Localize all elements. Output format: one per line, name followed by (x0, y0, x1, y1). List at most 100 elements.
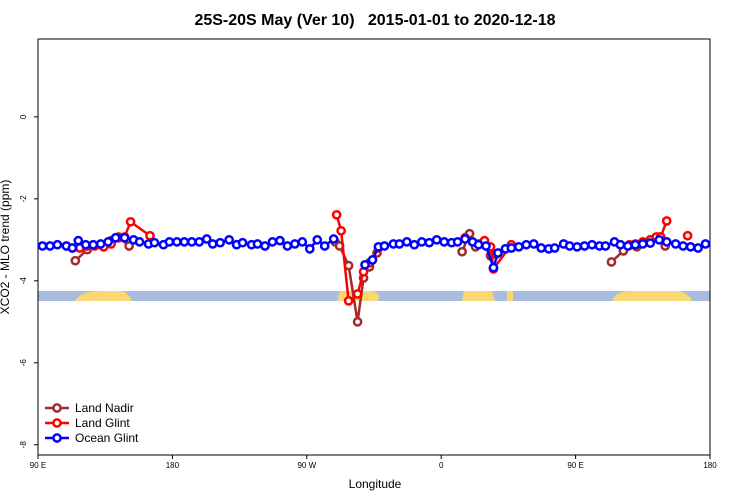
data-point (493, 248, 503, 258)
chart-title: 25S-20S May (Ver 10) 2015-01-01 to 2020-… (194, 12, 555, 29)
data-point (145, 230, 155, 241)
data-point (685, 241, 696, 252)
data-point (661, 237, 672, 247)
data-point (149, 237, 160, 248)
data-point (110, 232, 121, 243)
data-point (645, 238, 656, 248)
land-patch (507, 291, 513, 301)
data-point (275, 235, 285, 246)
data-point (600, 241, 611, 251)
data-point (521, 239, 532, 250)
land-patch (462, 291, 495, 301)
data-point (282, 241, 293, 251)
data-point (352, 289, 363, 299)
data-point (367, 255, 378, 265)
data-point (623, 241, 633, 251)
legend-label: Land Nadir (75, 401, 134, 415)
data-point (45, 241, 55, 251)
data-point (290, 239, 300, 249)
data-point (587, 239, 597, 250)
data-point (549, 243, 560, 253)
data-point (416, 237, 427, 247)
data-point (343, 296, 354, 306)
series-line (80, 215, 688, 301)
data-point (637, 239, 648, 249)
data-point (606, 257, 617, 267)
data-point (678, 241, 688, 251)
legend-label: Land Glint (75, 416, 130, 430)
data-point (224, 234, 234, 245)
land-patch (612, 291, 692, 301)
legend-label: Ocean Glint (75, 431, 139, 445)
data-point (73, 235, 84, 246)
y-tick-label: -4 (19, 277, 28, 285)
data-point (579, 241, 590, 251)
data-point (379, 241, 390, 251)
data-point (431, 234, 442, 245)
data-point (630, 239, 641, 250)
data-point (452, 237, 463, 247)
data-point (186, 237, 197, 247)
data-point (506, 243, 517, 253)
data-point (103, 237, 114, 247)
x-tick-label: 180 (703, 461, 717, 470)
data-point (439, 237, 450, 247)
data-point (682, 230, 693, 241)
data-point (67, 243, 78, 253)
data-point (237, 237, 248, 248)
data-point (52, 239, 63, 250)
data-point (319, 241, 330, 251)
data-point (409, 239, 420, 250)
data-point (336, 225, 346, 236)
data-point (260, 241, 270, 251)
data-point (125, 216, 136, 227)
data-point (488, 262, 499, 273)
data-point (37, 241, 48, 251)
data-point (312, 234, 323, 245)
data-point (207, 239, 218, 249)
y-tick-label: 0 (19, 114, 28, 119)
data-point (514, 241, 524, 252)
data-point (297, 237, 308, 247)
data-point (615, 239, 626, 250)
data-point (473, 239, 484, 250)
data-point (201, 234, 212, 244)
data-point (481, 241, 491, 251)
data-point (700, 239, 711, 249)
data-point (360, 259, 370, 270)
data-point (70, 255, 81, 266)
data-point (457, 246, 467, 257)
data-point (654, 234, 665, 245)
data-point (693, 243, 703, 253)
data-point (124, 241, 134, 251)
data-point (304, 243, 315, 254)
x-tick-label: 90 E (30, 461, 46, 470)
data-point (215, 237, 226, 248)
data-point (661, 216, 672, 226)
plot-area (37, 209, 711, 327)
data-point (134, 237, 145, 247)
y-tick-label: -8 (19, 441, 28, 449)
data-point (670, 239, 681, 249)
data-point (164, 237, 175, 247)
data-point (572, 241, 582, 252)
data-point (80, 239, 91, 250)
x-tick-label: 180 (166, 461, 180, 470)
y-axis-label: XCO2 - MLO trend (ppm) (0, 180, 12, 315)
x-axis-label: Longitude (349, 477, 402, 491)
data-point (95, 239, 106, 249)
y-tick-label: -6 (19, 359, 28, 367)
data-point (536, 243, 547, 253)
data-point (352, 316, 363, 327)
data-point (331, 209, 342, 220)
x-tick-label: 90 W (297, 461, 316, 470)
data-point (424, 237, 435, 248)
data-point (267, 237, 278, 247)
data-point (172, 237, 182, 247)
y-tick-label: -2 (19, 195, 28, 203)
data-point (460, 234, 470, 244)
data-point (179, 237, 190, 247)
land-mask (38, 291, 710, 301)
data-point (88, 239, 99, 250)
